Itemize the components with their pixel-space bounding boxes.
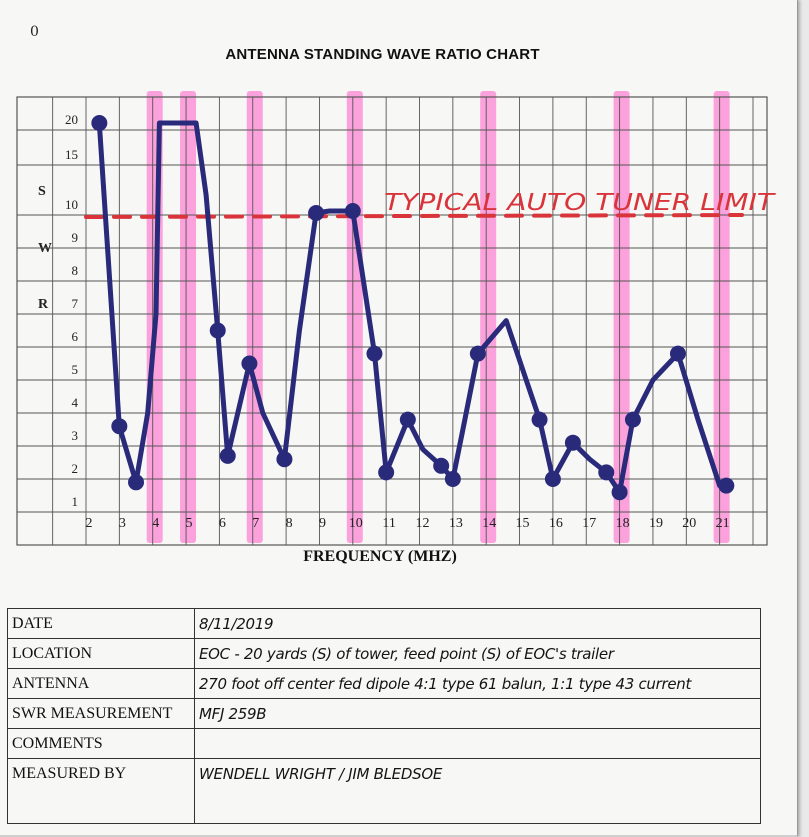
swr-trace bbox=[96, 120, 733, 495]
x-tick-labels: 2 3 4 5 6 7 8 9 10 11 12 13 14 15 16 17 18 19 20 21 bbox=[86, 516, 730, 531]
y-tick-label: 8 bbox=[72, 263, 79, 278]
info-value: WENDELL WRIGHT / JIM BLEDSOE bbox=[194, 758, 761, 824]
highlight-band-18 bbox=[613, 91, 630, 543]
x-tick-label: 17 bbox=[582, 516, 596, 531]
x-tick-label: 18 bbox=[616, 516, 630, 531]
data-point bbox=[111, 418, 128, 435]
data-point bbox=[544, 471, 561, 487]
x-axis-label: FREQUENCY (MHZ) bbox=[303, 548, 457, 565]
info-value: 270 foot off center fed dipole 4:1 type … bbox=[194, 668, 761, 699]
x-tick-label: 9 bbox=[319, 516, 326, 531]
x-tick-label: 6 bbox=[219, 516, 226, 531]
data-point bbox=[344, 203, 361, 219]
info-row: DATE 8/11/2019 bbox=[7, 608, 761, 639]
data-point bbox=[399, 411, 416, 428]
info-label: COMMENTS bbox=[7, 728, 195, 759]
data-point bbox=[669, 345, 686, 362]
y-tick-label: 6 bbox=[72, 329, 79, 344]
data-point bbox=[444, 471, 461, 487]
info-label: ANTENNA bbox=[7, 668, 195, 699]
x-tick-label: 8 bbox=[286, 516, 293, 531]
info-row: SWR MEASUREMENT MFJ 259B bbox=[7, 698, 761, 729]
info-label: SWR MEASUREMENT bbox=[7, 698, 195, 729]
info-row: LOCATION EOC - 20 yards (S) of tower, fee… bbox=[7, 638, 761, 669]
tuner-limit-line bbox=[84, 213, 744, 219]
y-tick-label: 1 bbox=[72, 494, 79, 509]
y-tick-label: 10 bbox=[65, 197, 78, 212]
data-point bbox=[718, 477, 735, 494]
limit-line-group: TYPICAL AUTO TUNER LIMIT bbox=[84, 190, 776, 219]
info-value: MFJ 259B bbox=[194, 698, 761, 729]
data-point bbox=[598, 464, 615, 481]
y-tick-labels: 1 2 3 4 5 6 7 8 9 10 15 20 bbox=[65, 112, 79, 509]
y-tick-label: 15 bbox=[65, 147, 78, 162]
data-point bbox=[209, 322, 226, 339]
data-point bbox=[378, 464, 395, 481]
x-tick-label: 10 bbox=[349, 516, 363, 531]
info-label: LOCATION bbox=[7, 638, 195, 669]
chart-grid bbox=[16, 96, 768, 546]
x-tick-label: 21 bbox=[716, 516, 730, 531]
data-point bbox=[469, 345, 486, 362]
y-tick-label: 4 bbox=[72, 395, 79, 410]
info-value: 8/11/2019 bbox=[194, 608, 761, 639]
data-point bbox=[219, 447, 236, 464]
data-point bbox=[366, 345, 383, 362]
y-tick-label: 2 bbox=[72, 461, 79, 476]
highlight-band-10 bbox=[346, 91, 363, 543]
x-tick-label: 7 bbox=[252, 516, 259, 531]
y-tick-label: 5 bbox=[72, 362, 79, 377]
info-value: EOC - 20 yards (S) of tower, feed point … bbox=[194, 638, 761, 669]
chart-title: ANTENNA STANDING WAVE RATIO CHART bbox=[225, 46, 540, 63]
y-tick-label: 9 bbox=[72, 230, 79, 245]
data-point bbox=[276, 451, 293, 468]
info-label: DATE bbox=[7, 608, 195, 639]
x-tick-label: 19 bbox=[649, 516, 663, 531]
info-row: MEASURED BY WENDELL WRIGHT / JIM BLEDSOE bbox=[7, 758, 761, 824]
data-point bbox=[531, 411, 548, 428]
data-point bbox=[611, 484, 628, 501]
swr-markers bbox=[91, 115, 735, 501]
x-tick-label: 5 bbox=[186, 516, 193, 531]
y-tick-label: 20 bbox=[65, 112, 78, 127]
y-tick-label: 7 bbox=[72, 296, 79, 311]
y-axis-letter-s: S bbox=[38, 184, 46, 199]
x-tick-label: 2 bbox=[86, 516, 93, 531]
highlight-band-5 bbox=[180, 91, 197, 543]
x-tick-label: 13 bbox=[449, 516, 463, 531]
data-point bbox=[433, 457, 450, 474]
info-value bbox=[194, 728, 761, 759]
highlight-bands bbox=[146, 91, 730, 543]
info-row: COMMENTS bbox=[7, 728, 761, 759]
x-tick-label: 3 bbox=[119, 516, 126, 531]
data-point bbox=[308, 205, 325, 221]
data-point bbox=[241, 355, 258, 372]
x-tick-label: 4 bbox=[152, 516, 159, 531]
x-tick-label: 15 bbox=[516, 516, 530, 531]
y-tick-label: 3 bbox=[72, 428, 79, 443]
highlight-band-7 bbox=[246, 91, 263, 543]
data-point bbox=[128, 474, 145, 491]
x-tick-label: 12 bbox=[416, 516, 430, 531]
x-tick-label: 16 bbox=[549, 516, 563, 531]
info-label: MEASURED BY bbox=[7, 758, 195, 824]
info-table: DATE 8/11/2019 LOCATION EOC - 20 yards (S) … bbox=[7, 608, 761, 824]
data-point bbox=[624, 411, 641, 428]
data-point bbox=[564, 434, 581, 451]
tuner-limit-label: TYPICAL AUTO TUNER LIMIT bbox=[384, 190, 776, 216]
swr-trace-group bbox=[96, 120, 733, 495]
y-axis-letter-r: R bbox=[38, 297, 49, 312]
x-tick-label: 20 bbox=[682, 516, 696, 531]
info-row: ANTENNA 270 foot off center fed dipole 4:… bbox=[7, 668, 761, 699]
y-axis-letter-w: W bbox=[38, 241, 52, 256]
x-tick-label: 11 bbox=[382, 516, 395, 531]
page-number: 0 bbox=[30, 24, 39, 40]
highlight-band-14 bbox=[480, 91, 497, 543]
data-point bbox=[91, 115, 108, 131]
x-tick-label: 14 bbox=[482, 516, 496, 531]
highlight-band-21 bbox=[713, 91, 730, 543]
